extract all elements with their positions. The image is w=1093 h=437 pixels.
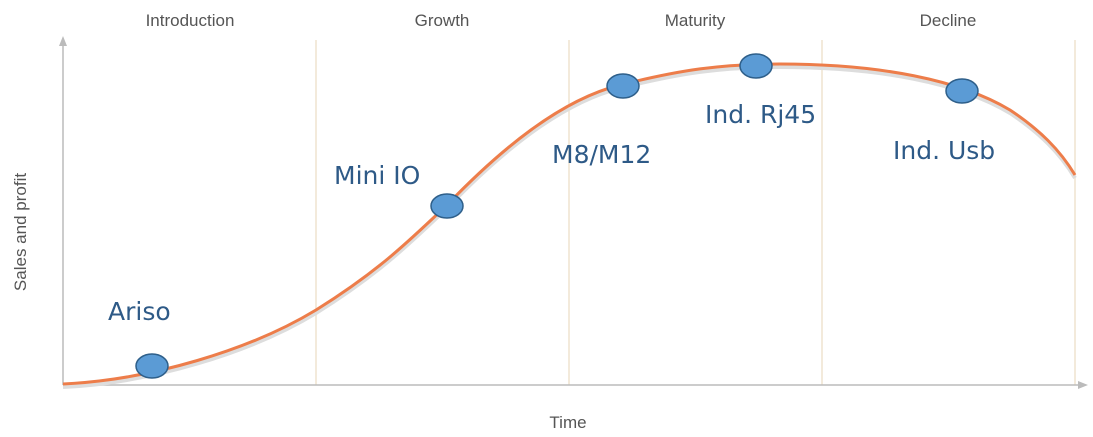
node-label: Ind. Rj45 <box>705 100 816 129</box>
x-axis-label: Time <box>549 413 586 432</box>
node-label: Mini IO <box>334 161 420 190</box>
stage-label: Maturity <box>665 11 726 30</box>
life-cycle-curve <box>62 62 1077 386</box>
y-axis-label: Sales and profit <box>11 173 30 291</box>
stage-label: Decline <box>920 11 977 30</box>
y-axis-arrow <box>59 36 67 46</box>
node-marker <box>739 53 773 79</box>
stage-label: Introduction <box>146 11 235 30</box>
node-label: Ind. Usb <box>893 136 995 165</box>
node-marker <box>135 353 169 379</box>
node-label: M8/M12 <box>552 140 651 169</box>
node-marker <box>430 193 464 219</box>
x-axis-arrow <box>1078 381 1088 389</box>
node-label: Ariso <box>108 297 171 326</box>
dividers <box>315 40 1076 385</box>
node-marker <box>945 78 979 104</box>
stage-label: Growth <box>415 11 470 30</box>
node-marker <box>606 73 640 99</box>
curve-shadow <box>62 64 1077 389</box>
